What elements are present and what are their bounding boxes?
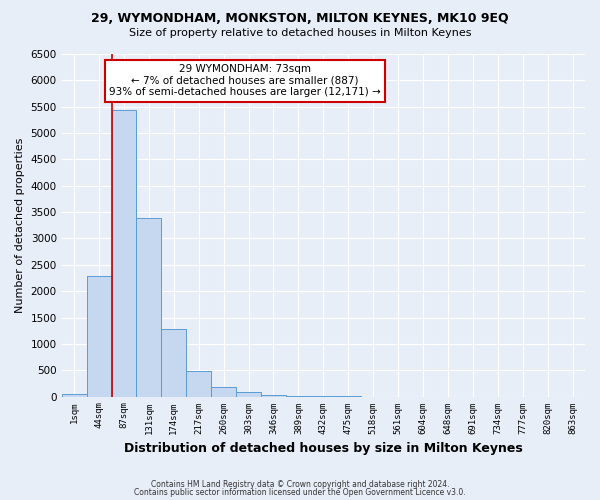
Bar bbox=[236, 392, 261, 396]
Text: Contains public sector information licensed under the Open Government Licence v3: Contains public sector information licen… bbox=[134, 488, 466, 497]
Bar bbox=[136, 218, 161, 396]
Text: Size of property relative to detached houses in Milton Keynes: Size of property relative to detached ho… bbox=[129, 28, 471, 38]
Bar bbox=[112, 110, 136, 397]
Text: 29 WYMONDHAM: 73sqm
← 7% of detached houses are smaller (887)
93% of semi-detach: 29 WYMONDHAM: 73sqm ← 7% of detached hou… bbox=[109, 64, 381, 98]
Text: Contains HM Land Registry data © Crown copyright and database right 2024.: Contains HM Land Registry data © Crown c… bbox=[151, 480, 449, 489]
Bar bbox=[186, 372, 211, 396]
Bar bbox=[86, 276, 112, 396]
Text: 29, WYMONDHAM, MONKSTON, MILTON KEYNES, MK10 9EQ: 29, WYMONDHAM, MONKSTON, MILTON KEYNES, … bbox=[91, 12, 509, 26]
Bar bbox=[62, 394, 86, 396]
Bar bbox=[211, 387, 236, 396]
Bar bbox=[161, 328, 186, 396]
X-axis label: Distribution of detached houses by size in Milton Keynes: Distribution of detached houses by size … bbox=[124, 442, 523, 455]
Bar bbox=[261, 395, 286, 396]
Y-axis label: Number of detached properties: Number of detached properties bbox=[15, 138, 25, 313]
